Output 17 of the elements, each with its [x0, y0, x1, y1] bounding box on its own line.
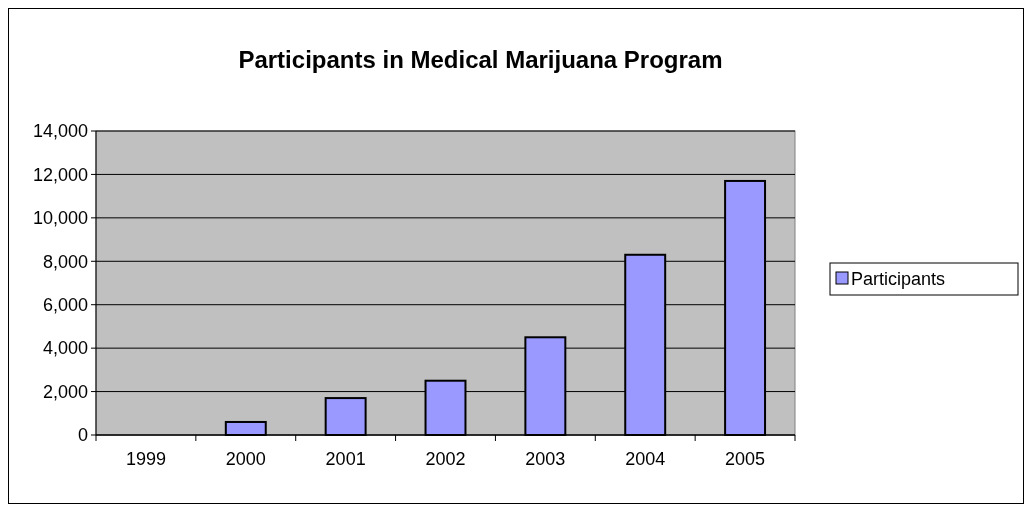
x-tick-label: 2000	[225, 449, 266, 469]
x-tick-label: 2004	[625, 449, 666, 469]
y-tick-label: 10,000	[32, 208, 88, 229]
x-tick-label: 2001	[325, 449, 366, 469]
y-tick-label: 8,000	[42, 251, 88, 272]
legend-label: Participants	[851, 269, 946, 290]
y-tick-label: 2,000	[42, 381, 88, 402]
y-tick-label: 4,000	[42, 338, 88, 359]
y-tick-label: 12,000	[32, 164, 88, 185]
y-tick-label: 0	[77, 425, 88, 446]
x-tick-label: 2002	[425, 449, 466, 469]
x-tick-label: 2003	[525, 449, 566, 469]
y-tick-label: 14,000	[32, 121, 88, 142]
y-tick-label: 6,000	[42, 295, 88, 316]
x-tick-label: 1999	[125, 449, 166, 469]
x-tick-label: 2005	[725, 449, 766, 469]
chart-title: Participants in Medical Marijuana Program	[238, 46, 723, 73]
